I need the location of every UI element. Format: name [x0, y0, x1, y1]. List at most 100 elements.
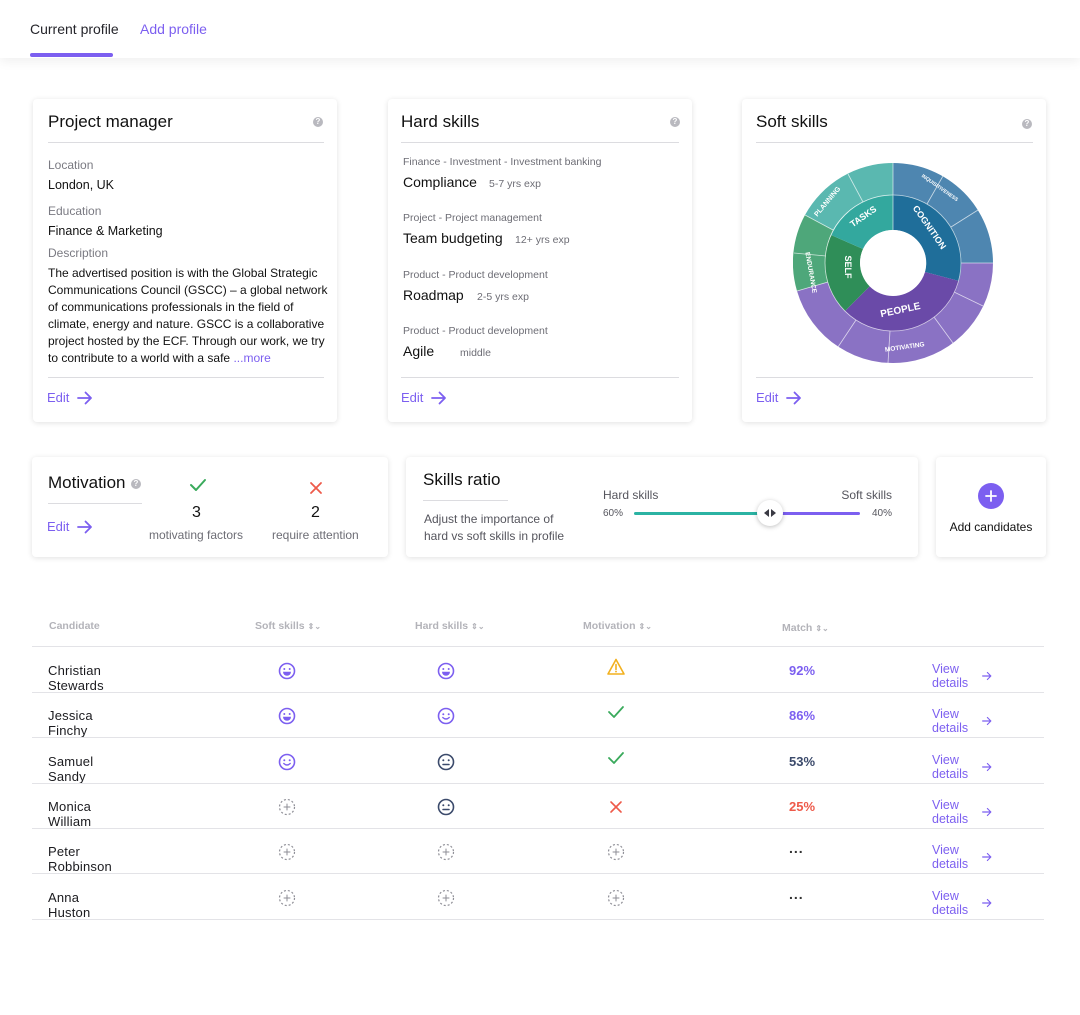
- add-candidates-button[interactable]: [978, 483, 1004, 509]
- skills-ratio-card: Skills ratio Adjust the importance of ha…: [406, 457, 918, 557]
- edit-hard-skills-button[interactable]: Edit: [401, 390, 447, 405]
- edit-label: Edit: [47, 390, 70, 405]
- slider-track-hard[interactable]: [634, 512, 770, 515]
- hard-skill-name: Agile: [403, 343, 435, 359]
- motivation-check-icon: [606, 702, 626, 722]
- column-header-match[interactable]: Match ⇕⌄: [782, 622, 829, 634]
- column-header-hard-skills[interactable]: Hard skills ⇕⌄: [415, 620, 485, 632]
- match-score: 53%: [789, 754, 816, 769]
- arrow-right-icon: [982, 898, 992, 908]
- active-tab-indicator: [30, 53, 113, 57]
- help-icon[interactable]: ?: [131, 479, 141, 489]
- match-score: ...: [789, 840, 804, 856]
- hard-skill-exp: 5-7 yrs exp: [489, 178, 541, 190]
- soft-smile-face-icon: [277, 752, 297, 772]
- hard-empty-rating-icon: [436, 888, 456, 908]
- match-score: 25%: [789, 799, 816, 814]
- view-details-link[interactable]: View details: [932, 662, 992, 690]
- hard-skill-category: Project - Project management: [403, 212, 542, 224]
- view-details-link[interactable]: View details: [932, 843, 992, 871]
- hard-skill-category: Product - Product development: [403, 269, 548, 281]
- candidate-name: Peter Robbinson: [48, 844, 112, 874]
- header-label: Soft skills: [255, 620, 305, 632]
- view-details-link[interactable]: View details: [932, 707, 992, 735]
- soft-empty-rating-icon: [277, 888, 297, 908]
- hard-empty-rating-icon: [436, 842, 456, 862]
- divider: [401, 377, 679, 378]
- profile-title: Project manager: [48, 112, 173, 131]
- soft-skills-title: Soft skills: [756, 112, 828, 131]
- tab-current-profile[interactable]: Current profile: [30, 21, 119, 37]
- column-header-soft-skills[interactable]: Soft skills ⇕⌄: [255, 620, 321, 632]
- profile-card: Project manager ? Location London, UK Ed…: [33, 99, 337, 422]
- more-link[interactable]: ...more: [233, 351, 271, 365]
- row-divider: [32, 873, 1044, 874]
- edit-label: Edit: [47, 519, 70, 534]
- tab-add-profile[interactable]: Add profile: [140, 21, 207, 37]
- plus-icon: [985, 490, 997, 502]
- hard-skill-name: Team budgeting: [403, 230, 503, 246]
- ratio-slider-handle[interactable]: [756, 500, 783, 526]
- row-divider: [32, 828, 1044, 829]
- arrow-right-icon: [786, 391, 802, 404]
- description-body: The advertised position is with the Glob…: [48, 266, 328, 365]
- arrow-right-icon: [431, 391, 447, 404]
- edit-profile-button[interactable]: Edit: [47, 390, 93, 405]
- arrow-right-icon: [77, 391, 93, 404]
- row-divider: [32, 783, 1044, 784]
- hard-skills-percent: 60%: [603, 508, 624, 519]
- location-value: London, UK: [48, 178, 115, 192]
- sort-icon[interactable]: ⇕⌄: [307, 621, 322, 631]
- view-details-link[interactable]: View details: [932, 798, 992, 826]
- motivating-count: 3: [192, 504, 201, 521]
- add-candidates-label: Add candidates: [949, 520, 1033, 534]
- attention-count: 2: [311, 504, 320, 521]
- view-details-label: View details: [932, 662, 969, 690]
- hard-skill-name: Compliance: [403, 174, 477, 190]
- soft-skills-percent: 40%: [871, 508, 892, 519]
- sort-icon[interactable]: ⇕⌄: [815, 623, 829, 633]
- view-details-label: View details: [932, 843, 969, 871]
- description-text: The advertised position is with the Glob…: [48, 265, 328, 367]
- arrow-right-icon: [77, 520, 93, 533]
- edit-label: Edit: [756, 390, 779, 405]
- slider-track-soft[interactable]: [769, 512, 860, 515]
- edit-label: Edit: [401, 390, 424, 405]
- edit-soft-skills-button[interactable]: Edit: [756, 390, 802, 405]
- sort-icon[interactable]: ⇕⌄: [638, 621, 652, 631]
- motivation-title: Motivation: [48, 473, 126, 492]
- candidate-name: Monica William: [48, 799, 92, 829]
- hard-skill-exp: 2-5 yrs exp: [477, 291, 529, 303]
- header-label: Candidate: [49, 620, 100, 632]
- view-details-label: View details: [932, 707, 969, 735]
- view-details-link[interactable]: View details: [932, 889, 992, 917]
- hard-skills-title: Hard skills: [401, 112, 480, 131]
- hard-skill-name: Roadmap: [403, 287, 464, 303]
- arrow-right-icon: [982, 852, 992, 862]
- add-candidates-card[interactable]: Add candidates: [936, 457, 1046, 557]
- soft-skills-sunburst-chart[interactable]: TASKS COGNITION SELF PEOPLE PLANNING END…: [793, 163, 993, 363]
- help-icon[interactable]: ?: [313, 117, 323, 127]
- motivation-warning-icon: [606, 657, 626, 677]
- hard-skill-category: Finance - Investment - Investment bankin…: [403, 156, 602, 168]
- soft-empty-rating-icon: [277, 842, 297, 862]
- motivating-label: motivating factors: [149, 528, 244, 542]
- edit-motivation-button[interactable]: Edit: [47, 519, 93, 534]
- view-details-label: View details: [932, 889, 969, 917]
- sort-icon[interactable]: ⇕⌄: [471, 621, 485, 631]
- header-divider: [32, 646, 1044, 647]
- column-header-motivation[interactable]: Motivation ⇕⌄: [583, 620, 652, 632]
- header-label: Hard skills: [415, 620, 469, 632]
- help-icon[interactable]: ?: [670, 117, 680, 127]
- education-label: Education: [48, 204, 102, 218]
- hard-skills-label: Hard skills: [603, 488, 659, 502]
- education-value: Finance & Marketing: [48, 224, 163, 238]
- help-icon[interactable]: ?: [1022, 119, 1032, 129]
- hard-skill-exp: 12+ yrs exp: [515, 234, 570, 246]
- motivation-empty-rating-icon: [606, 842, 626, 862]
- soft-skills-label: Soft skills: [841, 488, 892, 502]
- header-label: Match: [782, 622, 813, 634]
- soft-happy-face-icon: [277, 706, 297, 726]
- view-details-link[interactable]: View details: [932, 753, 992, 781]
- hard-smile-face-icon: [436, 706, 456, 726]
